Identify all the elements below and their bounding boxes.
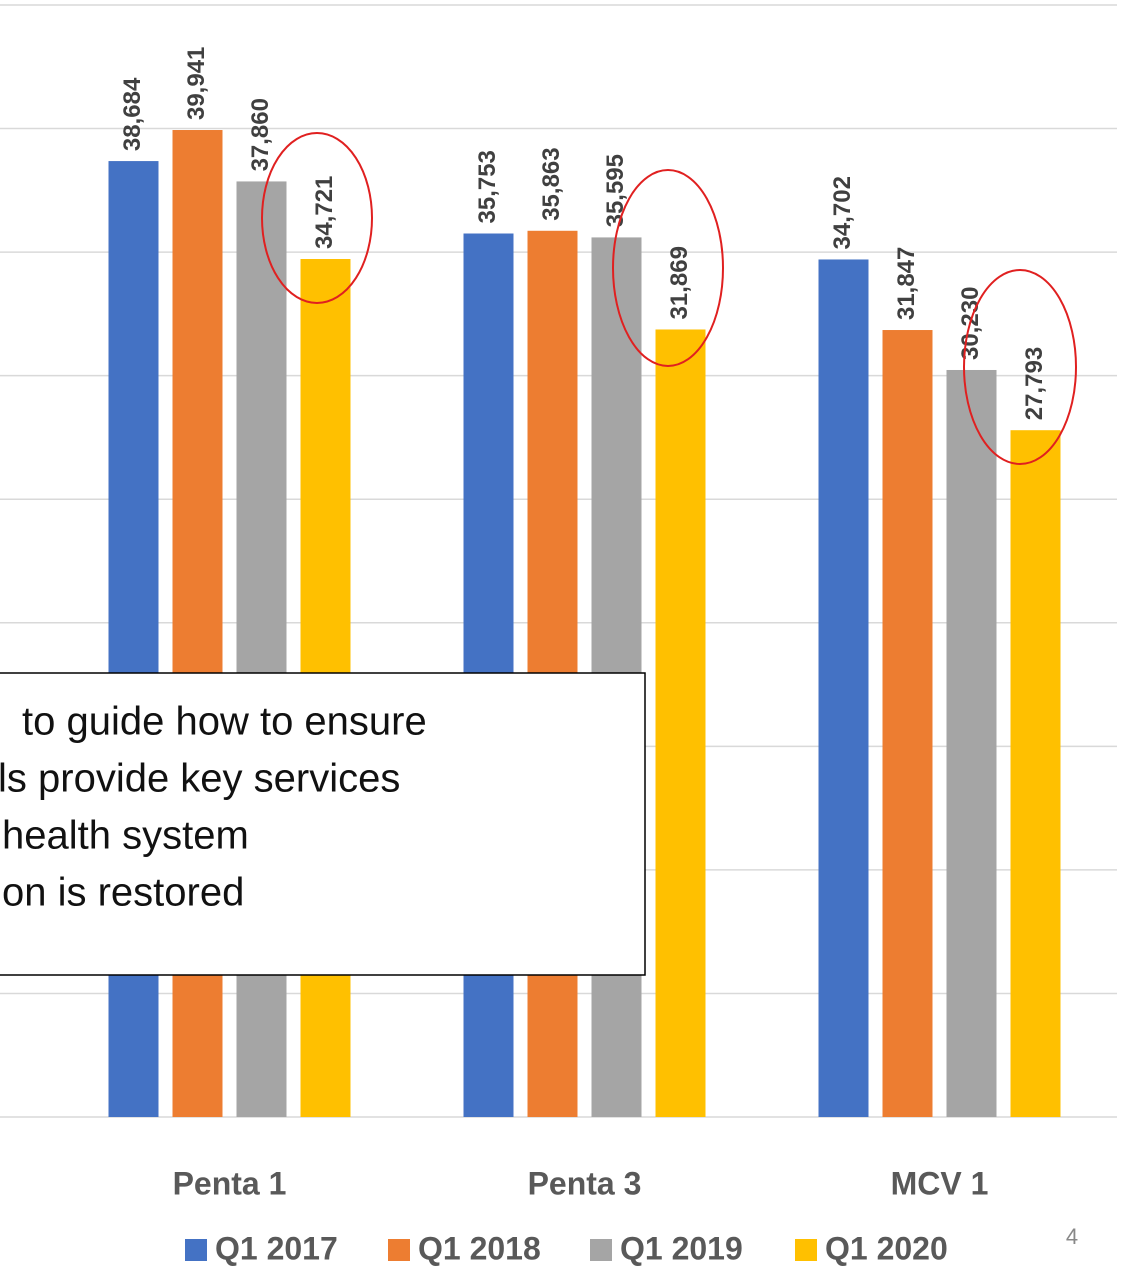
value-label: 34,702	[829, 176, 856, 249]
value-label: 27,793	[1021, 347, 1048, 420]
bar	[655, 329, 706, 1118]
x-tick-label: Penta 3	[528, 1165, 642, 1201]
x-tick-label: MCV 1	[891, 1165, 989, 1201]
value-label: 35,863	[538, 147, 565, 220]
legend-label: Q1 2020	[825, 1230, 948, 1266]
value-label: 31,847	[893, 247, 920, 320]
annotation-line: health system	[2, 814, 249, 858]
page-number: 4	[1066, 1224, 1078, 1249]
x-tick-label: Penta 1	[173, 1165, 287, 1201]
highlight-ring	[261, 132, 373, 304]
annotation-box	[0, 672, 646, 976]
bar	[882, 330, 933, 1117]
legend-swatch	[795, 1239, 817, 1261]
value-label: 31,869	[666, 246, 693, 319]
annotation-line: ls provide key services	[0, 757, 400, 801]
bar	[818, 259, 869, 1117]
bar	[946, 369, 997, 1117]
highlight-ring	[963, 269, 1077, 465]
legend-swatch	[185, 1239, 207, 1261]
highlight-ring	[612, 169, 724, 367]
bar	[1010, 430, 1061, 1117]
bar	[236, 181, 287, 1118]
value-label: 35,753	[474, 150, 501, 223]
highlight-rings	[261, 132, 1077, 465]
annotation-line: to guide how to ensure	[22, 700, 427, 744]
legend-label: Q1 2019	[620, 1230, 743, 1266]
legend-label: Q1 2018	[418, 1230, 541, 1266]
value-label: 34,721	[311, 176, 338, 249]
annotation-line: on is restored	[2, 871, 244, 915]
legend-swatch	[590, 1239, 612, 1261]
legend-swatch	[388, 1239, 410, 1261]
value-label: 35,595	[602, 154, 629, 227]
value-label: 39,941	[183, 47, 210, 120]
value-label: 38,684	[119, 77, 146, 151]
value-label: 37,860	[247, 98, 274, 171]
legend-label: Q1 2017	[215, 1230, 338, 1266]
